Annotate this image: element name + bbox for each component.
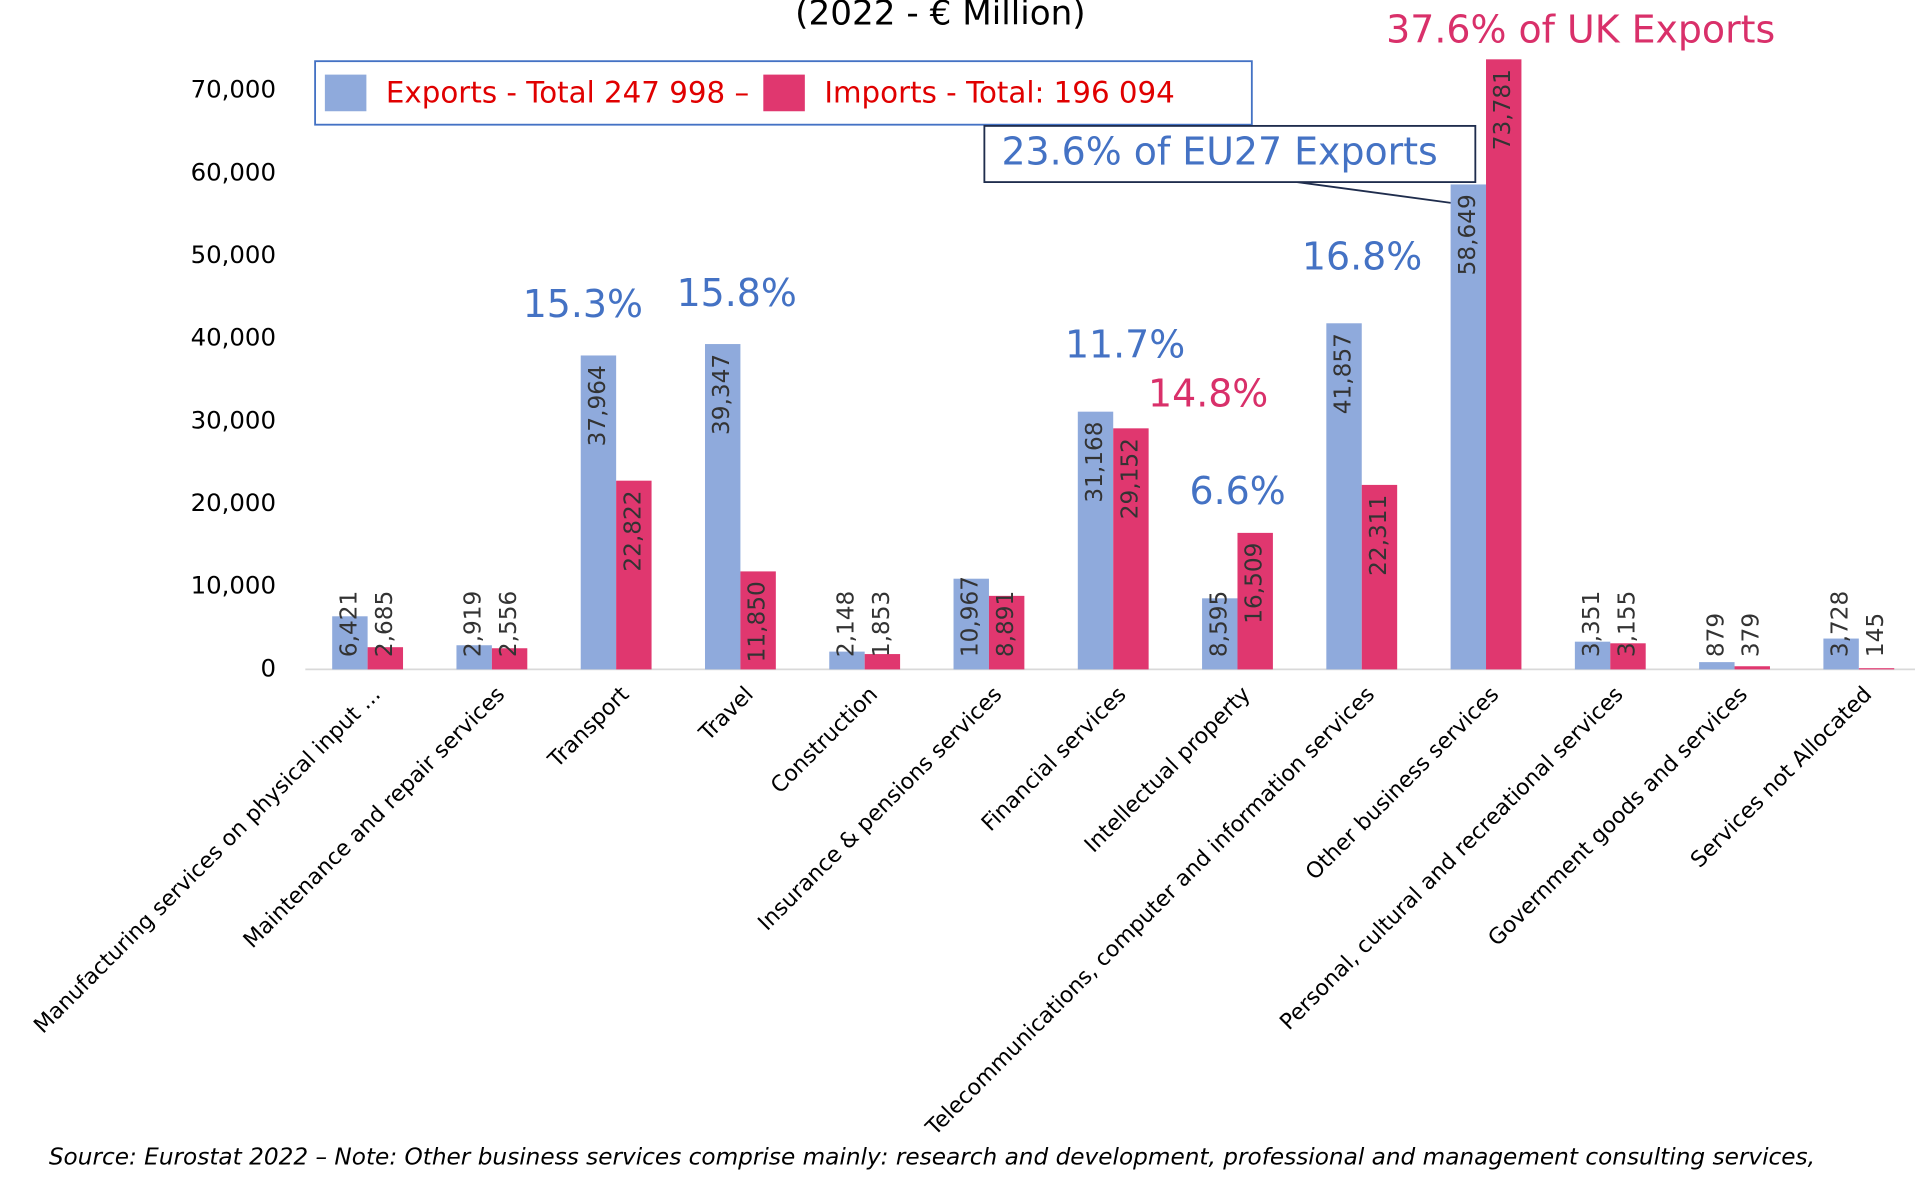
chart-title: (2022 - € Million) (795, 0, 1085, 33)
bar (988, 595, 1025, 670)
annotation: 11.7% (1065, 322, 1185, 366)
data-label: 10,967 (957, 576, 984, 657)
annotation: 37.6% of UK Exports (1386, 7, 1775, 51)
bar (1486, 59, 1522, 670)
data-label: 3,728 (1827, 591, 1854, 657)
data-label: 11,850 (744, 581, 771, 662)
annotation: 15.8% (677, 271, 797, 315)
x-tick-label: Government goods and services (1484, 682, 1753, 951)
bar (456, 645, 492, 670)
data-label: 2,556 (495, 591, 522, 657)
data-label: 31,168 (1081, 421, 1108, 502)
legend-label: Exports - Total 247 998 – (386, 76, 749, 110)
bar (1237, 532, 1273, 670)
y-tick-label: 70,000 (191, 75, 276, 104)
x-tick-label: Insurance & pensions services (754, 682, 1008, 936)
legend-swatch (324, 74, 367, 112)
data-label: 879 (1702, 613, 1729, 657)
x-tick-label: Transport (543, 682, 635, 774)
y-tick-label: 40,000 (191, 323, 276, 352)
legend-label: Imports - Total: 196 094 (824, 76, 1174, 110)
x-tick-label: Construction (766, 682, 883, 799)
data-label: 2,919 (460, 591, 487, 657)
callout-box (983, 124, 1477, 184)
bar (829, 651, 865, 670)
bar (1610, 643, 1646, 670)
bar (1858, 668, 1895, 670)
data-label: 8,595 (1205, 591, 1232, 657)
bar (1077, 411, 1114, 670)
bar (1450, 184, 1487, 670)
annotation: 16.8% (1302, 235, 1422, 279)
annotation: 6.6% (1190, 469, 1286, 513)
bar (580, 355, 617, 670)
annotation: 15.3% (523, 282, 643, 326)
bar (740, 571, 776, 670)
bar (1734, 666, 1770, 670)
bar (616, 480, 652, 670)
data-label: 39,347 (708, 354, 735, 435)
bar (491, 648, 528, 670)
data-label: 29,152 (1116, 438, 1143, 519)
bar (1361, 484, 1398, 670)
data-label: 3,351 (1578, 591, 1605, 657)
data-label: 58,649 (1454, 194, 1481, 275)
data-label: 8,891 (992, 591, 1019, 657)
data-label: 2,148 (832, 591, 859, 657)
bar (864, 654, 901, 670)
x-tick-label: Telecommunications, computer and informa… (921, 682, 1380, 1141)
y-tick-label: 0 (260, 653, 276, 682)
legend-swatch (763, 74, 805, 112)
bar (1699, 662, 1735, 670)
data-label: 41,857 (1330, 333, 1357, 414)
data-label: 3,155 (1613, 591, 1640, 657)
source-note: Source: Eurostat 2022 – Note: Other busi… (49, 1143, 1815, 1170)
bar (332, 616, 368, 670)
data-label: 379 (1738, 613, 1765, 657)
data-label: 37,964 (584, 365, 611, 446)
data-label: 145 (1862, 613, 1889, 657)
data-label: 22,822 (619, 490, 646, 571)
x-tick-label: Maintenance and repair services (239, 682, 510, 953)
y-tick-label: 60,000 (191, 157, 276, 186)
data-label: 2,685 (371, 591, 398, 657)
y-tick-label: 30,000 (191, 405, 276, 434)
annotation: 23.6% of EU27 Exports (1001, 129, 1437, 173)
bar (1202, 598, 1238, 670)
bar (367, 647, 404, 670)
y-tick-label: 20,000 (191, 488, 276, 517)
bar (1823, 638, 1859, 670)
bar (953, 578, 989, 670)
data-label: 1,853 (868, 591, 895, 657)
annotation: 14.8% (1148, 371, 1268, 415)
bar (1574, 641, 1611, 670)
y-tick-label: 10,000 (191, 571, 276, 600)
bar (1113, 428, 1149, 670)
y-tick-label: 50,000 (191, 240, 276, 269)
x-tick-label: Travel (694, 682, 759, 747)
data-label: 73,781 (1489, 69, 1516, 150)
data-label: 16,509 (1241, 543, 1268, 624)
data-label: 22,311 (1365, 495, 1392, 576)
bar (1326, 323, 1362, 670)
data-label: 6,421 (335, 591, 362, 657)
bar (704, 344, 741, 670)
